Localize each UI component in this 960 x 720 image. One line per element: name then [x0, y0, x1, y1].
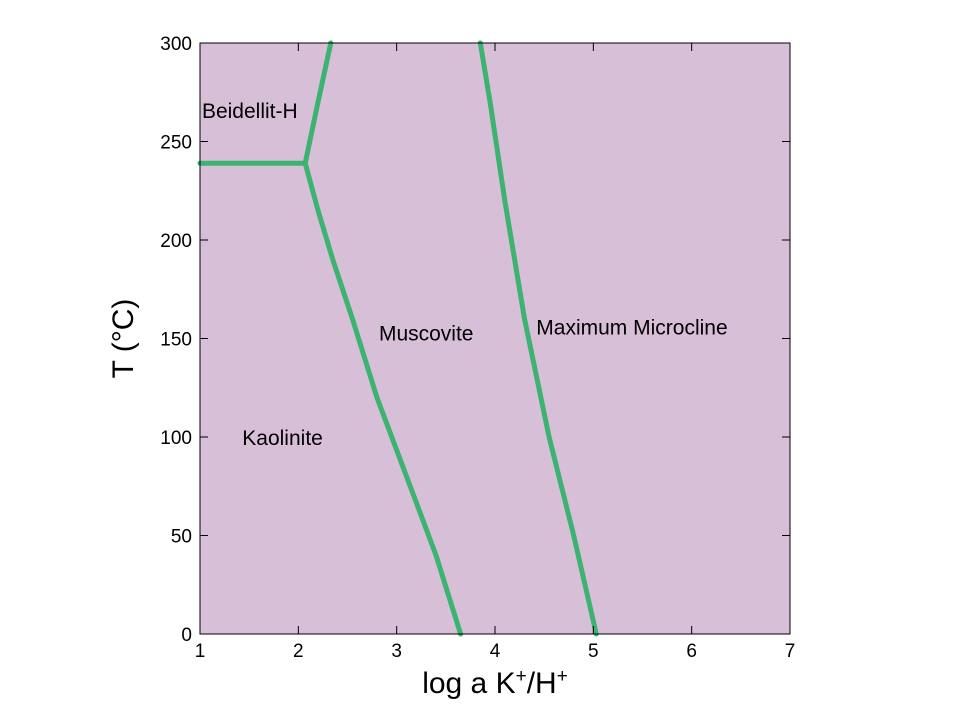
x-axis-title: log a K+/H+ — [422, 666, 568, 700]
x-tick-label: 2 — [293, 641, 304, 662]
x-tick-label: 5 — [588, 641, 599, 662]
y-tick-label: 250 — [160, 133, 192, 154]
region-label: Beidellit-H — [202, 100, 298, 123]
boundary-line-2 — [302, 160, 464, 637]
x-title-superscript: + — [516, 666, 527, 687]
boundary-line-3 — [302, 40, 334, 166]
region-label: Maximum Microcline — [536, 317, 727, 340]
y-tick-label: 0 — [181, 625, 192, 646]
x-title-text: log a K — [422, 667, 515, 700]
x-tick-label: 3 — [391, 641, 402, 662]
boundary-line-4 — [477, 40, 599, 637]
x-tick-label: 6 — [686, 641, 697, 662]
x-tick-label: 7 — [785, 641, 796, 662]
y-tick-label: 100 — [160, 428, 192, 449]
region-label: Kaolinite — [242, 427, 323, 450]
boundary-lines — [197, 40, 599, 637]
y-tick-label: 150 — [160, 330, 192, 351]
y-tick-label: 200 — [160, 231, 192, 252]
y-axis-title: T (°C) — [107, 299, 140, 379]
y-axis: 0 50 100 150 200 250 300 — [160, 34, 790, 646]
region-label: Muscovite — [379, 322, 474, 345]
x-title-superscript: + — [557, 666, 568, 687]
x-tick-label: 4 — [490, 641, 501, 662]
x-title-text: /H — [527, 667, 557, 700]
x-tick-label: 1 — [195, 641, 206, 662]
x-axis: 1 2 3 4 5 6 7 — [195, 43, 796, 662]
region-labels: Beidellit-H Kaolinite Muscovite Maximum Mic… — [202, 100, 728, 450]
y-tick-label: 300 — [160, 34, 192, 55]
y-tick-label: 50 — [171, 527, 192, 548]
